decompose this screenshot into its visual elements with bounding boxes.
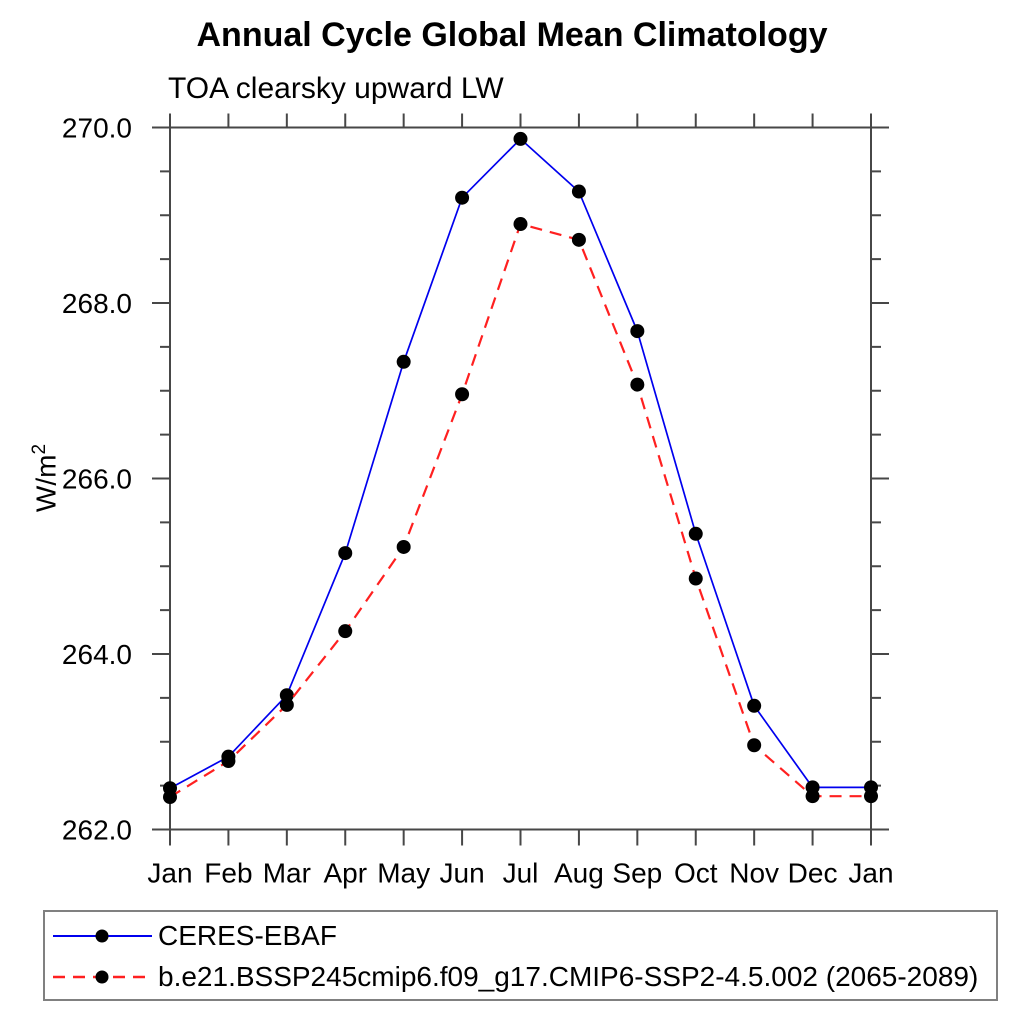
svg-text:Aug: Aug: [554, 858, 604, 889]
svg-text:Sep: Sep: [612, 858, 662, 889]
svg-text:270.0: 270.0: [62, 113, 132, 144]
legend-item-label: CERES-EBAF: [158, 920, 337, 951]
series-line-1: [169, 222, 871, 798]
plot-box: [169, 126, 872, 831]
svg-text:Mar: Mar: [263, 858, 311, 889]
legend-item-ceres-ebaf: CERES-EBAF: [50, 920, 337, 952]
legend-item-label: b.e21.BSSP245cmip6.f09_g17.CMIP6-SSP2-4.…: [158, 961, 979, 992]
red-dashed-line-marker-icon: [53, 970, 152, 984]
blue-solid-line-marker-icon: [53, 929, 152, 943]
svg-text:266.0: 266.0: [62, 464, 132, 495]
svg-text:Jan: Jan: [147, 858, 192, 889]
series-line-0: [169, 137, 871, 790]
svg-text:Feb: Feb: [204, 858, 252, 889]
axis-ticks: [152, 113, 889, 846]
svg-text:May: May: [377, 858, 430, 889]
y-tick-labels: 262.0 264.0 266.0 268.0 270.0: [62, 113, 132, 846]
legend-box: CERES-EBAF b.e21.BSSP245cmip6.f09_g17.CM…: [43, 910, 998, 1001]
svg-text:Apr: Apr: [323, 858, 367, 889]
svg-text:268.0: 268.0: [62, 288, 132, 319]
svg-text:Jan: Jan: [848, 858, 893, 889]
svg-text:Dec: Dec: [788, 858, 838, 889]
svg-text:264.0: 264.0: [62, 639, 132, 670]
svg-text:262.0: 262.0: [62, 815, 132, 846]
legend-item-model-run: b.e21.BSSP245cmip6.f09_g17.CMIP6-SSP2-4.…: [50, 961, 978, 993]
svg-text:Nov: Nov: [729, 858, 779, 889]
chart-subtitle: TOA clearsky upward LW: [168, 72, 504, 105]
chart-title: Annual Cycle Global Mean Climatology: [196, 16, 828, 54]
svg-text:Jun: Jun: [440, 858, 485, 889]
svg-text:Jul: Jul: [503, 858, 539, 889]
series-markers-0: [163, 131, 878, 796]
series-markers-1: [163, 217, 878, 805]
svg-text:Oct: Oct: [674, 858, 718, 889]
x-tick-labels: Jan Feb Mar Apr May Jun Jul Aug Sep Oct Nov Dec Jan: [147, 858, 893, 889]
